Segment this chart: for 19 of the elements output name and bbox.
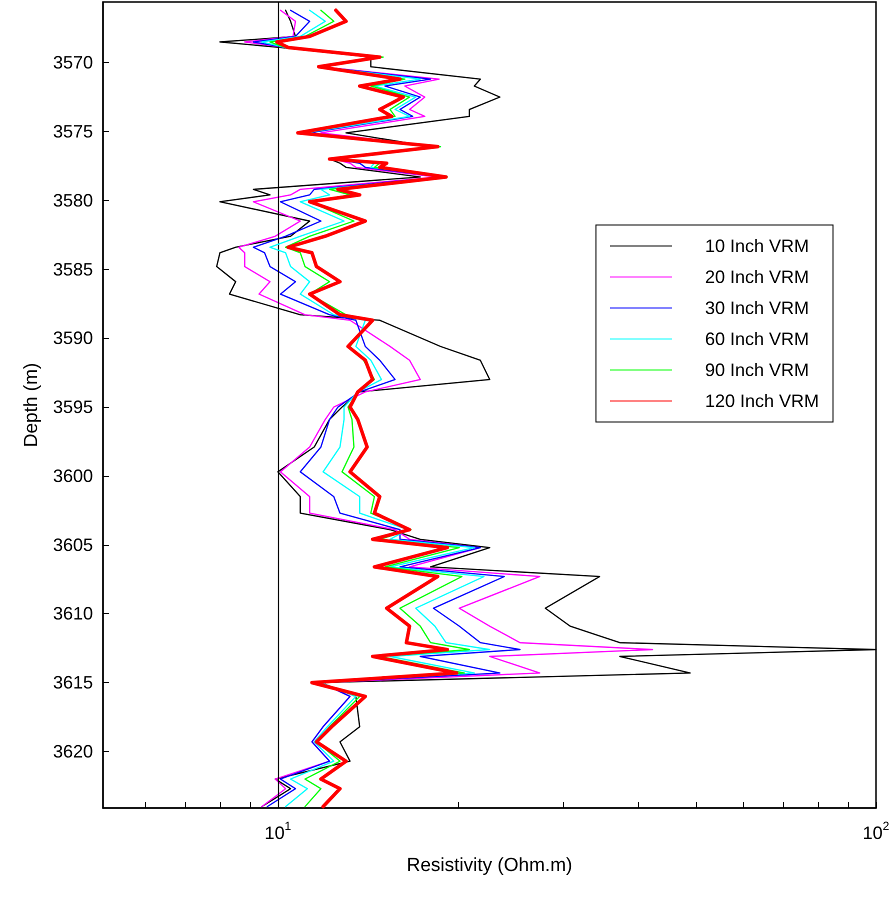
y-axis-title: Depth (m) (21, 362, 42, 448)
y-tick-label: 3575 (52, 122, 93, 142)
x-axis-title: Resistivity (Ohm.m) (406, 855, 572, 876)
y-tick-label: 3570 (52, 52, 93, 73)
y-tick-label: 3610 (52, 604, 93, 624)
legend-label: 30 Inch VRM (704, 298, 809, 318)
y-tick-label: 3590 (52, 328, 93, 348)
legend-label: 20 Inch VRM (704, 267, 809, 287)
y-tick-label: 3580 (52, 190, 93, 210)
legend-label: 60 Inch VRM (704, 329, 809, 349)
legend-label: 90 Inch VRM (704, 360, 809, 380)
legend-label: 10 Inch VRM (704, 236, 809, 256)
y-tick-label: 3585 (52, 259, 93, 280)
y-tick-label: 3605 (52, 534, 93, 555)
y-tick-label: 3600 (52, 466, 93, 486)
y-tick-label: 3615 (52, 672, 93, 693)
y-tick-label: 3620 (52, 742, 93, 762)
y-tick-label: 3595 (52, 397, 93, 418)
legend-label: 120 Inch VRM (704, 391, 820, 411)
